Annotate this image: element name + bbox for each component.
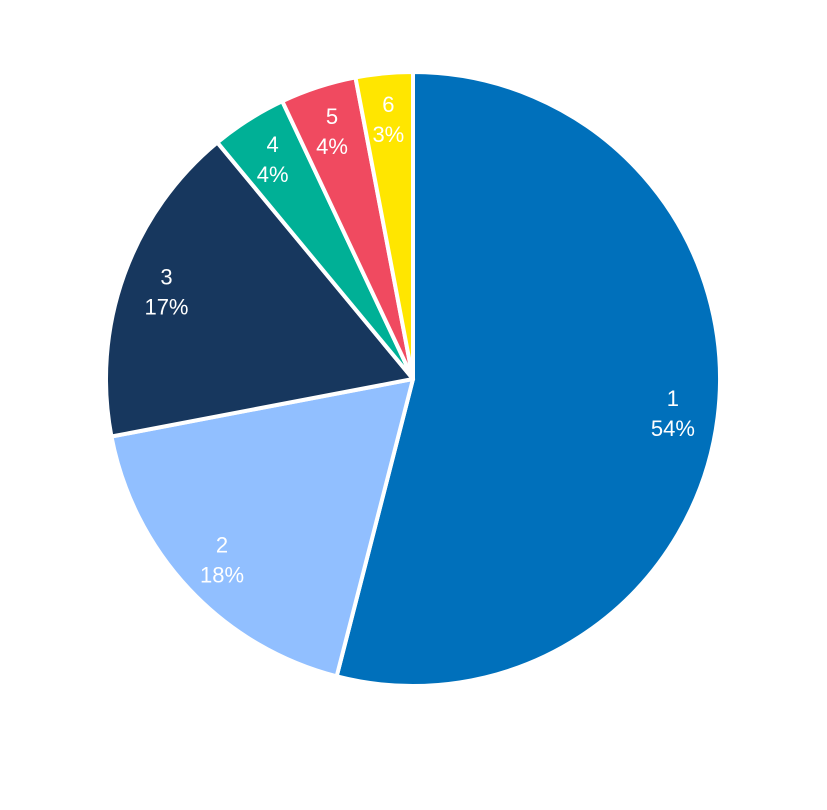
pie-slice-6 <box>353 70 415 381</box>
slice-percent-label: 4% <box>316 134 348 159</box>
slice-percent-label: 18% <box>200 562 244 587</box>
slice-category-label: 1 <box>667 386 679 411</box>
slice-percent-label: 17% <box>144 294 188 319</box>
pie-slice-3 <box>104 140 415 439</box>
slice-category-label: 2 <box>216 532 228 557</box>
slice-category-label: 3 <box>160 264 172 289</box>
pie-slice-2 <box>109 377 415 679</box>
slice-category-label: 5 <box>326 104 338 129</box>
slice-percent-label: 3% <box>372 122 404 147</box>
slice-percent-label: 54% <box>651 416 695 441</box>
slice-category-label: 6 <box>382 92 394 117</box>
slice-percent-label: 4% <box>257 162 289 187</box>
pie-slice-1 <box>334 70 722 688</box>
slice-category-label: 4 <box>266 132 278 157</box>
